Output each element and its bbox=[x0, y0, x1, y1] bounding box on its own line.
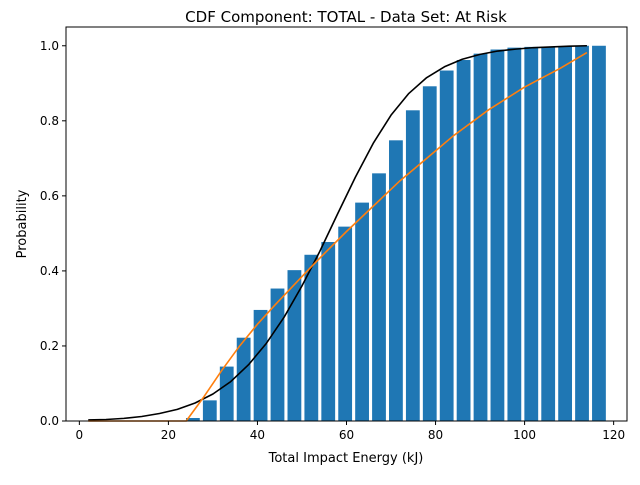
x-ticks: 0 20 40 60 80 100 120 bbox=[76, 421, 625, 442]
histogram-bar bbox=[507, 47, 522, 421]
histogram-bar bbox=[422, 86, 437, 421]
chart-title: CDF Component: TOTAL - Data Set: At Risk bbox=[185, 8, 507, 26]
x-tick-label: 80 bbox=[428, 428, 443, 442]
histogram-bar bbox=[321, 242, 336, 421]
lines-layer bbox=[88, 44, 588, 422]
histogram-bar bbox=[439, 70, 454, 421]
x-tick-label: 0 bbox=[76, 428, 84, 442]
y-tick-label: 0.6 bbox=[40, 189, 59, 203]
histogram-bar bbox=[490, 49, 505, 421]
y-tick-label: 0.8 bbox=[40, 114, 59, 128]
fitted-cdf-line-orange bbox=[88, 51, 588, 422]
histogram-bar bbox=[473, 53, 488, 421]
histogram-bar bbox=[219, 366, 234, 421]
histogram-bar bbox=[304, 254, 319, 421]
x-tick-label: 40 bbox=[250, 428, 265, 442]
histogram-bar bbox=[355, 202, 369, 421]
x-tick-label: 100 bbox=[513, 428, 536, 442]
histogram-bar bbox=[405, 110, 420, 422]
histogram-bar bbox=[287, 270, 302, 421]
x-tick-label: 120 bbox=[602, 428, 625, 442]
fitted-cdf-line-black bbox=[88, 44, 587, 421]
bars-layer bbox=[185, 45, 606, 422]
histogram-bar bbox=[389, 140, 403, 421]
histogram-bar bbox=[202, 400, 217, 421]
y-tick-label: 0.0 bbox=[40, 414, 59, 428]
y-tick-label: 0.2 bbox=[40, 339, 59, 353]
x-tick-label: 20 bbox=[161, 428, 176, 442]
y-axis-label: Probability bbox=[15, 189, 30, 258]
histogram-bar bbox=[541, 46, 556, 421]
histogram-bar bbox=[338, 226, 353, 421]
histogram-bar bbox=[185, 418, 200, 421]
y-ticks: 0.0 0.2 0.4 0.6 0.8 1.0 bbox=[40, 39, 66, 428]
x-axis-label: Total Impact Energy (kJ) bbox=[268, 451, 424, 466]
histogram-bar bbox=[253, 309, 268, 421]
x-tick-label: 60 bbox=[339, 428, 354, 442]
histogram-bar bbox=[236, 337, 251, 421]
histogram-bar bbox=[372, 173, 386, 421]
y-tick-label: 1.0 bbox=[40, 39, 59, 53]
histogram-bar bbox=[558, 46, 573, 421]
histogram-bar bbox=[575, 45, 589, 421]
histogram-bar bbox=[592, 45, 606, 421]
histogram-bar bbox=[524, 46, 539, 421]
histogram-bar bbox=[456, 60, 471, 422]
y-tick-label: 0.4 bbox=[40, 264, 59, 278]
